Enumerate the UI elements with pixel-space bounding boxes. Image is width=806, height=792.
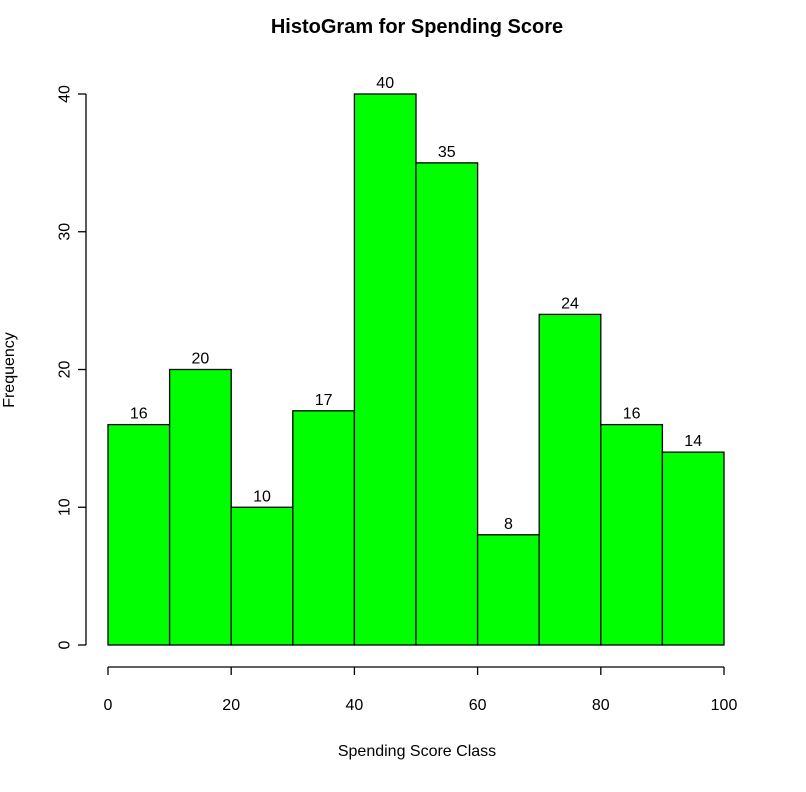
y-tick-label-0: 0 [57, 640, 74, 649]
bar-20-30 [230, 506, 294, 646]
data-label-40-50: 40 [376, 75, 394, 92]
bar-70-80 [538, 313, 602, 646]
bar-40-50 [353, 93, 417, 646]
bar-90-100 [661, 451, 725, 646]
x-axis-label: Spending Score Class [338, 743, 496, 760]
x-tick-label-60: 60 [469, 697, 487, 714]
bar-60-70 [476, 534, 540, 646]
x-tick-label-80: 80 [592, 697, 610, 714]
data-label-30-40: 17 [315, 392, 333, 409]
data-label-80-90: 16 [623, 406, 641, 423]
chart-title: HistoGram for Spending Score [271, 16, 563, 38]
x-tick-label-20: 20 [222, 697, 240, 714]
data-label-60-70: 8 [504, 516, 513, 533]
y-axis-label: Frequency [1, 332, 18, 408]
data-label-20-30: 10 [253, 488, 271, 505]
bars-group [107, 93, 725, 646]
data-label-10-20: 20 [192, 351, 210, 368]
data-label-70-80: 24 [561, 295, 579, 312]
bar-80-90 [600, 423, 664, 646]
x-tick-label-100: 100 [711, 697, 738, 714]
x-tick-label-0: 0 [104, 697, 113, 714]
data-label-50-60: 35 [438, 144, 456, 161]
data-label-0-10: 16 [130, 406, 148, 423]
y-tick-label-30: 30 [57, 223, 74, 241]
y-tick-label-40: 40 [57, 85, 74, 103]
y-tick-label-10: 10 [57, 498, 74, 516]
bar-0-10 [107, 423, 171, 646]
x-axis: 0 20 40 60 80 100 [104, 666, 738, 714]
bar-50-60 [415, 162, 479, 646]
y-tick-label-20: 20 [57, 361, 74, 379]
data-label-90-100: 14 [684, 433, 702, 450]
bar-10-20 [168, 368, 232, 646]
data-labels-group: 16 20 10 17 40 35 8 24 16 14 [130, 75, 702, 533]
bar-30-40 [292, 410, 356, 646]
x-tick-label-40: 40 [346, 697, 364, 714]
y-axis: 0 10 20 30 40 [57, 85, 87, 649]
